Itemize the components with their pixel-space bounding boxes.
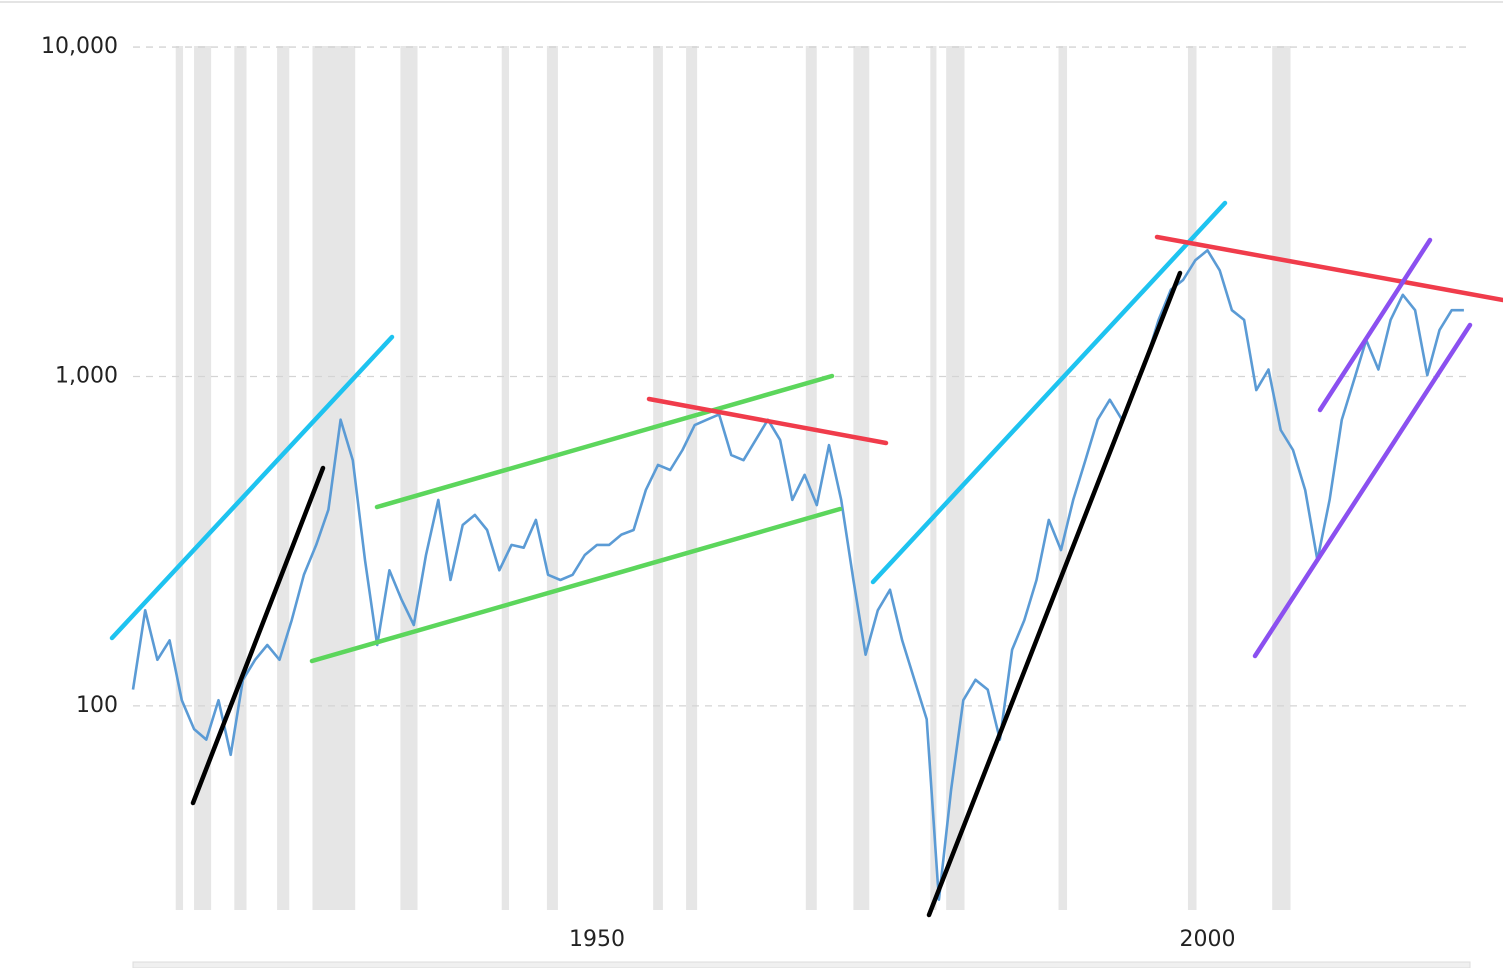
- navigator-strip: [132, 961, 1471, 968]
- recession-bands: [175, 46, 1291, 910]
- recession-band: [234, 46, 247, 910]
- recession-band: [1187, 46, 1197, 910]
- recession-band: [946, 46, 965, 910]
- recession-band: [1272, 46, 1291, 910]
- trendline: [374, 373, 835, 510]
- trendline: [926, 270, 1183, 918]
- trendline: [1317, 237, 1433, 413]
- recession-band: [501, 46, 510, 910]
- recession-band: [653, 46, 663, 910]
- axis-labels: 100 1,000 10,000 1950 2000: [41, 34, 1235, 952]
- recession-band: [930, 46, 937, 910]
- series: [131, 249, 1464, 901]
- trendline: [870, 200, 1228, 585]
- recession-band: [686, 46, 698, 910]
- x-tick-label: 2000: [1179, 927, 1235, 952]
- trendline: [190, 465, 326, 806]
- series-line: [131, 249, 1464, 901]
- recession-band: [805, 46, 817, 910]
- trendlines: [109, 200, 1503, 918]
- recession-band: [277, 46, 290, 910]
- trendline: [1154, 234, 1503, 303]
- recession-band: [546, 46, 558, 910]
- trendline: [309, 506, 843, 664]
- recession-band: [194, 46, 212, 910]
- trendline: [646, 396, 889, 446]
- y-tick-label: 10,000: [41, 34, 118, 59]
- recession-band: [175, 46, 184, 910]
- y-tick-label: 100: [76, 693, 118, 718]
- recession-band: [1058, 46, 1068, 910]
- x-tick-label: 1950: [569, 927, 625, 952]
- trendline: [109, 334, 395, 641]
- trendline: [1252, 322, 1473, 659]
- y-tick-label: 1,000: [55, 363, 118, 388]
- recession-band: [400, 46, 418, 910]
- recession-band: [853, 46, 870, 910]
